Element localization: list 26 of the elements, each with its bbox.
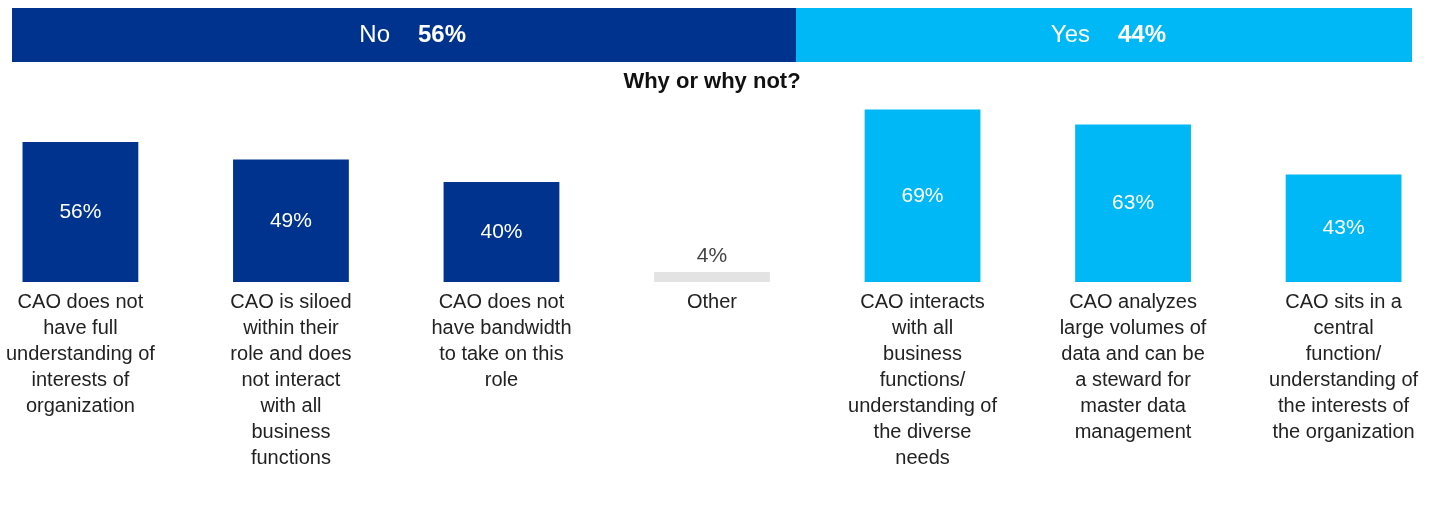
- data-label: 49%: [269, 207, 312, 231]
- x-tick-label: CAO analyzes large volumes of data and can be a steward for master data management: [1059, 290, 1207, 442]
- x-tick-label: Other: [686, 290, 738, 312]
- data-label: 56%: [59, 199, 102, 222]
- data-label: 69%: [901, 182, 944, 206]
- data-label: 43%: [1322, 215, 1365, 239]
- x-tick-label: CAO does not have bandwidth to take on this role: [431, 290, 572, 390]
- bar: [22, 142, 139, 282]
- data-label: 40%: [480, 219, 523, 242]
- series-label: Yes: [1050, 20, 1090, 47]
- bar: [443, 182, 560, 282]
- data-label: 56%: [418, 20, 467, 47]
- x-tick-label: CAO is siloed within their role and does not interact with all business functions: [230, 290, 352, 468]
- bar: [654, 272, 770, 282]
- bar: [864, 109, 981, 282]
- bar: [1075, 124, 1191, 282]
- series-label: No: [359, 20, 390, 47]
- chart-title: Why or why not?: [623, 68, 801, 93]
- bar: [1285, 174, 1402, 282]
- data-label: 4%: [696, 243, 728, 266]
- x-tick-label: CAO does not have full understanding of interests of organization: [5, 290, 156, 416]
- bar: [233, 159, 349, 282]
- data-label: 44%: [1118, 20, 1167, 47]
- x-tick-label: CAO sits in a central function/ understanding of the interests of the organization: [1269, 290, 1419, 442]
- data-label: 63%: [1112, 190, 1155, 214]
- x-tick-label: CAO interacts with all business functions/ understanding of the diverse needs: [848, 290, 998, 468]
